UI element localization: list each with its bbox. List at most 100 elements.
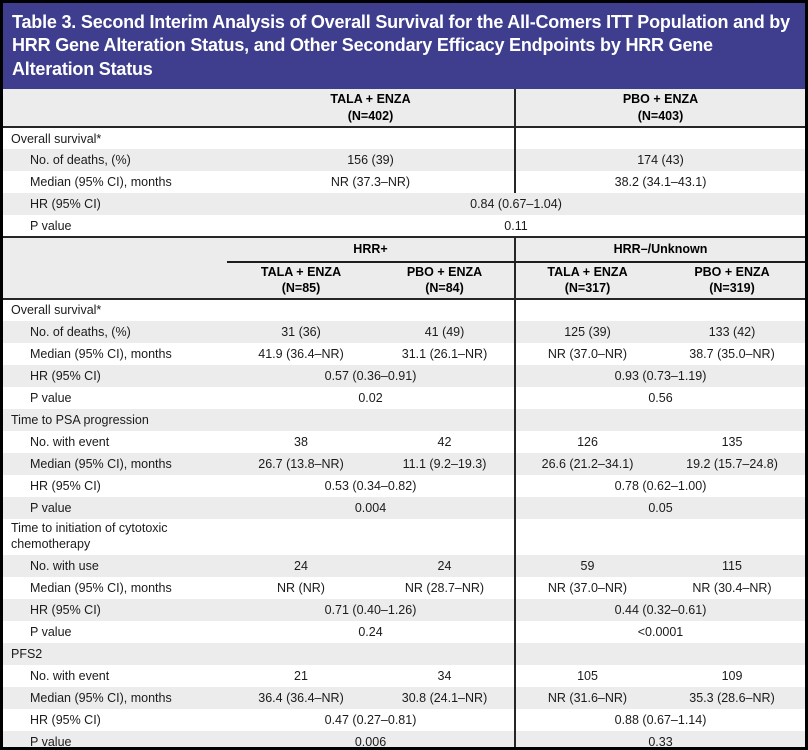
arm-name: PBO + ENZA xyxy=(406,265,483,279)
section-label-row: PFS2 xyxy=(3,642,805,665)
row-label: HR (95% CI) xyxy=(3,193,227,215)
value-cell: 38.2 (34.1–43.1) xyxy=(614,175,707,189)
table-row: No. with event 21 34 105 109 xyxy=(3,664,805,687)
section-label-overall-survival: Overall survival* xyxy=(3,298,516,321)
table-row: P value 0.11 xyxy=(3,215,805,237)
value-cell: NR (31.6–NR) xyxy=(515,686,659,709)
table-row: P value 0.02 0.56 xyxy=(3,386,805,409)
row-label: Median (95% CI), months xyxy=(30,346,172,361)
empty-cell xyxy=(515,519,805,555)
arm-n: (N=403) xyxy=(637,108,684,123)
arm-name: TALA + ENZA xyxy=(260,265,342,279)
value-cell: NR (37.0–NR) xyxy=(547,346,628,361)
value-cell: 19.2 (15.7–24.8) xyxy=(659,452,805,475)
value-cell-merged: 0.71 (0.40–1.26) xyxy=(227,598,516,621)
row-label: HR (95% CI) xyxy=(3,598,227,621)
table-row: Median (95% CI), months 26.7 (13.8–NR) 1… xyxy=(3,452,805,475)
value-cell-merged: 0.44 (0.32–0.61) xyxy=(515,598,805,621)
value-cell: 125 (39) xyxy=(515,320,659,343)
value-cell-merged: 0.47 (0.27–0.81) xyxy=(227,708,516,731)
value-cell-merged: 0.88 (0.67–1.14) xyxy=(614,712,707,727)
value-cell: 42 xyxy=(375,430,516,453)
section-label-row: Time to PSA progression xyxy=(3,408,805,431)
value-cell: 174 (43) xyxy=(515,149,805,171)
value-cell-merged: 0.11 xyxy=(504,218,528,233)
row-label: HR (95% CI) xyxy=(30,478,101,493)
hrr-group-header-row: HRR+ HRR–/Unknown xyxy=(3,236,805,300)
hrr-subheader-row: TALA + ENZA (N=85) PBO + ENZA (N=84) TAL… xyxy=(3,262,805,300)
row-label: No. with use xyxy=(3,554,227,577)
section-label-cytotoxic-chemotherapy: Time to initiation of cytotoxic chemothe… xyxy=(3,518,516,555)
value-cell: 105 xyxy=(577,668,598,683)
value-cell-merged: 0.93 (0.73–1.19) xyxy=(515,364,805,387)
value-cell: NR (28.7–NR) xyxy=(375,576,516,599)
section-label-row: Overall survival* xyxy=(3,298,805,321)
value-cell: 24 xyxy=(375,554,516,577)
arm-name: TALA + ENZA xyxy=(330,92,411,107)
value-cell-merged: 0.24 xyxy=(227,620,516,643)
empty-cell xyxy=(3,89,227,128)
group-hrr-negative-unknown: HRR–/Unknown xyxy=(515,236,805,263)
value-cell: NR (37.0–NR) xyxy=(547,580,628,595)
value-cell: NR (30.4–NR) xyxy=(692,580,772,595)
table-row: No. with use 24 24 59 115 xyxy=(3,554,805,577)
value-cell: 38 xyxy=(294,434,308,449)
table-title: Table 3. Second Interim Analysis of Over… xyxy=(3,3,805,89)
empty-cell xyxy=(515,127,805,149)
table-row: HR (95% CI) 0.47 (0.27–0.81) 0.88 (0.67–… xyxy=(3,708,805,731)
value-cell: 30.8 (24.1–NR) xyxy=(375,686,516,709)
value-cell: 34 xyxy=(375,664,516,687)
table-row: Median (95% CI), months 36.4 (36.4–NR) 3… xyxy=(3,686,805,709)
value-cell: 59 xyxy=(515,554,659,577)
row-label: HR (95% CI) xyxy=(3,364,227,387)
arm-n: (N=402) xyxy=(347,108,394,123)
subcol-tala-enza-hrrneg: TALA + ENZA (N=317) xyxy=(515,262,659,300)
section-label-text: Time to initiation of cytotoxic chemothe… xyxy=(11,520,168,551)
row-label: P value xyxy=(3,730,227,747)
value-cell: 36.4 (36.4–NR) xyxy=(227,686,375,709)
value-cell: 21 xyxy=(294,668,308,683)
itt-header-row: TALA + ENZA (N=402) PBO + ENZA (N=403) xyxy=(3,89,805,128)
row-label: P value xyxy=(3,496,227,519)
section-label-row: Time to initiation of cytotoxic chemothe… xyxy=(3,518,805,555)
table-row: P value 0.004 0.05 xyxy=(3,496,805,519)
arm-n: (N=85) xyxy=(281,281,321,296)
itt-col-tala-enza: TALA + ENZA (N=402) xyxy=(227,89,516,128)
section-label-psa-progression: Time to PSA progression xyxy=(3,408,516,431)
value-cell: 31 (36) xyxy=(227,320,375,343)
row-label: P value xyxy=(30,218,72,233)
row-label: Median (95% CI), months xyxy=(30,175,172,189)
row-label: Median (95% CI), months xyxy=(3,452,227,475)
itt-col-pbo-enza: PBO + ENZA (N=403) xyxy=(515,89,805,128)
table-row: Median (95% CI), months NR (NR) NR (28.7… xyxy=(3,576,805,599)
table-row: P value 0.24 <0.0001 xyxy=(3,620,805,643)
table-row: HR (95% CI) 0.57 (0.36–0.91) 0.93 (0.73–… xyxy=(3,364,805,387)
arm-name: TALA + ENZA xyxy=(547,265,628,279)
value-cell: 156 (39) xyxy=(227,149,516,171)
arm-n: (N=319) xyxy=(709,281,755,296)
value-cell: 31.1 (26.1–NR) xyxy=(375,342,516,365)
row-label: Median (95% CI), months xyxy=(30,580,172,595)
empty-cell xyxy=(515,299,805,321)
value-cell: NR (NR) xyxy=(277,580,325,595)
arm-name: PBO + ENZA xyxy=(694,265,770,279)
arm-n: (N=84) xyxy=(425,281,464,296)
value-cell-merged: 0.56 xyxy=(648,390,673,405)
value-cell-merged: 0.84 (0.67–1.04) xyxy=(227,193,805,215)
row-label: No. of deaths, (%) xyxy=(3,320,227,343)
row-label: No. with event xyxy=(30,668,110,683)
table-row: P value 0.006 0.33 xyxy=(3,730,805,747)
row-label: HR (95% CI) xyxy=(30,712,101,727)
table-row: Median (95% CI), months 41.9 (36.4–NR) 3… xyxy=(3,342,805,365)
value-cell: 38.7 (35.0–NR) xyxy=(689,346,775,361)
table-row: HR (95% CI) 0.84 (0.67–1.04) xyxy=(3,193,805,215)
value-cell: 11.1 (9.2–19.3) xyxy=(375,452,516,475)
table-row: Median (95% CI), months NR (37.3–NR) 38.… xyxy=(3,171,805,193)
row-label: No. of deaths, (%) xyxy=(3,149,227,171)
empty-cell xyxy=(515,642,805,665)
row-label: No. with event xyxy=(30,434,110,449)
group-hrr-positive: HRR+ xyxy=(227,236,516,263)
value-cell-merged: 0.004 xyxy=(227,496,516,519)
empty-cell xyxy=(3,236,227,300)
